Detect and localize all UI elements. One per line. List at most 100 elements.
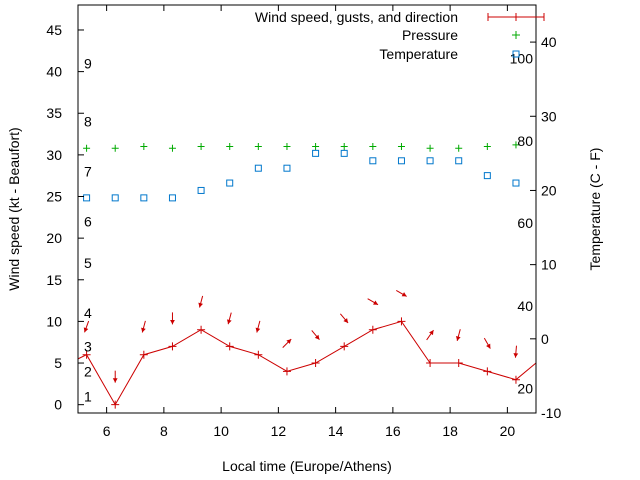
- wind-speed-line: [77, 320, 537, 406]
- legend-label-pressure: Pressure: [402, 27, 458, 43]
- pressure-point: [512, 141, 520, 149]
- plot-frame: [77, 4, 537, 414]
- pressure-point: [483, 143, 491, 151]
- wind-direction-arrow: [367, 298, 379, 306]
- wind-direction-head: [141, 327, 146, 333]
- pressure-point: [312, 143, 320, 151]
- x-tick-label: 16: [385, 423, 401, 439]
- wind-speed-point: [426, 359, 435, 368]
- wind-direction-head: [170, 319, 175, 325]
- temperature-point: [340, 149, 348, 157]
- pressure-point: [283, 143, 291, 151]
- wind-speed-point: [311, 359, 320, 368]
- y-axis-left-label: Wind speed (kt - Beaufort): [6, 127, 22, 290]
- wind-direction-head: [486, 343, 491, 349]
- wind-speed-point: [511, 375, 520, 384]
- wind-speed-point: [139, 350, 148, 359]
- wind-direction-arrow: [226, 312, 232, 325]
- wind-direction-head: [286, 339, 292, 344]
- fahrenheit-label: 60: [517, 215, 533, 231]
- temperature-point: [455, 157, 463, 165]
- wind-direction-arrow: [141, 320, 146, 333]
- pressure-point: [83, 144, 91, 152]
- temperature-point: [483, 172, 491, 180]
- wind-direction-arrow: [83, 320, 90, 333]
- beaufort-label: 5: [84, 255, 92, 271]
- temperature-point: [111, 194, 119, 202]
- temperature-point: [226, 179, 234, 187]
- wind-direction-arrow: [455, 329, 461, 341]
- wind-direction-arrow: [112, 370, 118, 383]
- legend-label-wind: Wind speed, gusts, and direction: [255, 9, 458, 25]
- wind-direction-head: [255, 327, 261, 333]
- wind-speed-point: [197, 325, 206, 334]
- pressure-point: [426, 144, 434, 152]
- temperature-point: [283, 164, 291, 172]
- wind-direction-arrow: [255, 320, 261, 333]
- wind-speed-point: [340, 342, 349, 351]
- wind-direction-arrow: [198, 295, 204, 308]
- y-right-tick-label: -10: [541, 405, 561, 421]
- x-tick-label: 18: [442, 423, 458, 439]
- pressure-point: [369, 143, 377, 151]
- wind-speed-point: [454, 359, 463, 368]
- wind-direction-arrow: [170, 312, 175, 325]
- wind-direction-head: [401, 292, 407, 297]
- wind-direction-head: [429, 330, 434, 336]
- beaufort-label: 3: [84, 338, 92, 354]
- pressure-point: [197, 143, 205, 151]
- y-left-tick-label: 20: [46, 230, 62, 246]
- pressure-point: [111, 144, 119, 152]
- y-left-tick-label: 15: [46, 272, 62, 288]
- legend-label-temperature: Temperature: [379, 46, 458, 62]
- fahrenheit-label: 20: [517, 381, 533, 397]
- pressure-point: [455, 144, 463, 152]
- wind-speed-point: [397, 317, 406, 326]
- legend-marker-pressure: [512, 31, 520, 39]
- y-right-tick-label: 40: [541, 34, 557, 50]
- wind-direction-head: [513, 353, 519, 358]
- wind-speed-point: [368, 325, 377, 334]
- y-left-tick-label: 5: [54, 355, 62, 371]
- wind-direction-head: [83, 327, 89, 333]
- legend-marker-temperature: [512, 50, 520, 58]
- wind-direction-arrow: [483, 337, 491, 349]
- pressure-point: [168, 144, 176, 152]
- y-left-tick-label: 45: [46, 22, 62, 38]
- x-tick-label: 8: [160, 423, 168, 439]
- wind-direction-head: [455, 335, 461, 341]
- beaufort-label: 6: [84, 213, 92, 229]
- wind-speed-point: [225, 342, 234, 351]
- y-left-tick-label: 40: [46, 64, 62, 80]
- wind-speed-point: [82, 350, 91, 359]
- x-tick-label: 14: [328, 423, 344, 439]
- wind-direction-head: [373, 300, 379, 305]
- y-left-tick-label: 30: [46, 147, 62, 163]
- y-left-tick-label: 25: [46, 189, 62, 205]
- temperature-point: [83, 194, 91, 202]
- x-tick-label: 6: [103, 423, 111, 439]
- beaufort-label: 4: [84, 305, 92, 321]
- temperature-point: [254, 164, 262, 172]
- wind-speed-point: [111, 400, 120, 409]
- wind-direction-arrow: [311, 330, 320, 340]
- fahrenheit-label: 80: [517, 133, 533, 149]
- wind-direction-head: [198, 302, 203, 308]
- wind-direction-arrow: [339, 313, 349, 324]
- temperature-point: [168, 194, 176, 202]
- x-axis-label: Local time (Europe/Athens): [222, 458, 392, 474]
- beaufort-label: 9: [84, 55, 92, 71]
- wind-direction-arrow: [513, 345, 519, 358]
- wind-direction-arrow: [396, 289, 407, 297]
- x-tick-label: 12: [271, 423, 287, 439]
- wind-direction-head: [343, 318, 349, 323]
- temperature-point: [426, 157, 434, 165]
- y-left-tick-label: 35: [46, 105, 62, 121]
- temperature-point: [140, 194, 148, 202]
- beaufort-label: 1: [84, 388, 92, 404]
- beaufort-label: 7: [84, 164, 92, 180]
- beaufort-label: 2: [84, 363, 92, 379]
- wind-direction-arrow: [282, 338, 292, 348]
